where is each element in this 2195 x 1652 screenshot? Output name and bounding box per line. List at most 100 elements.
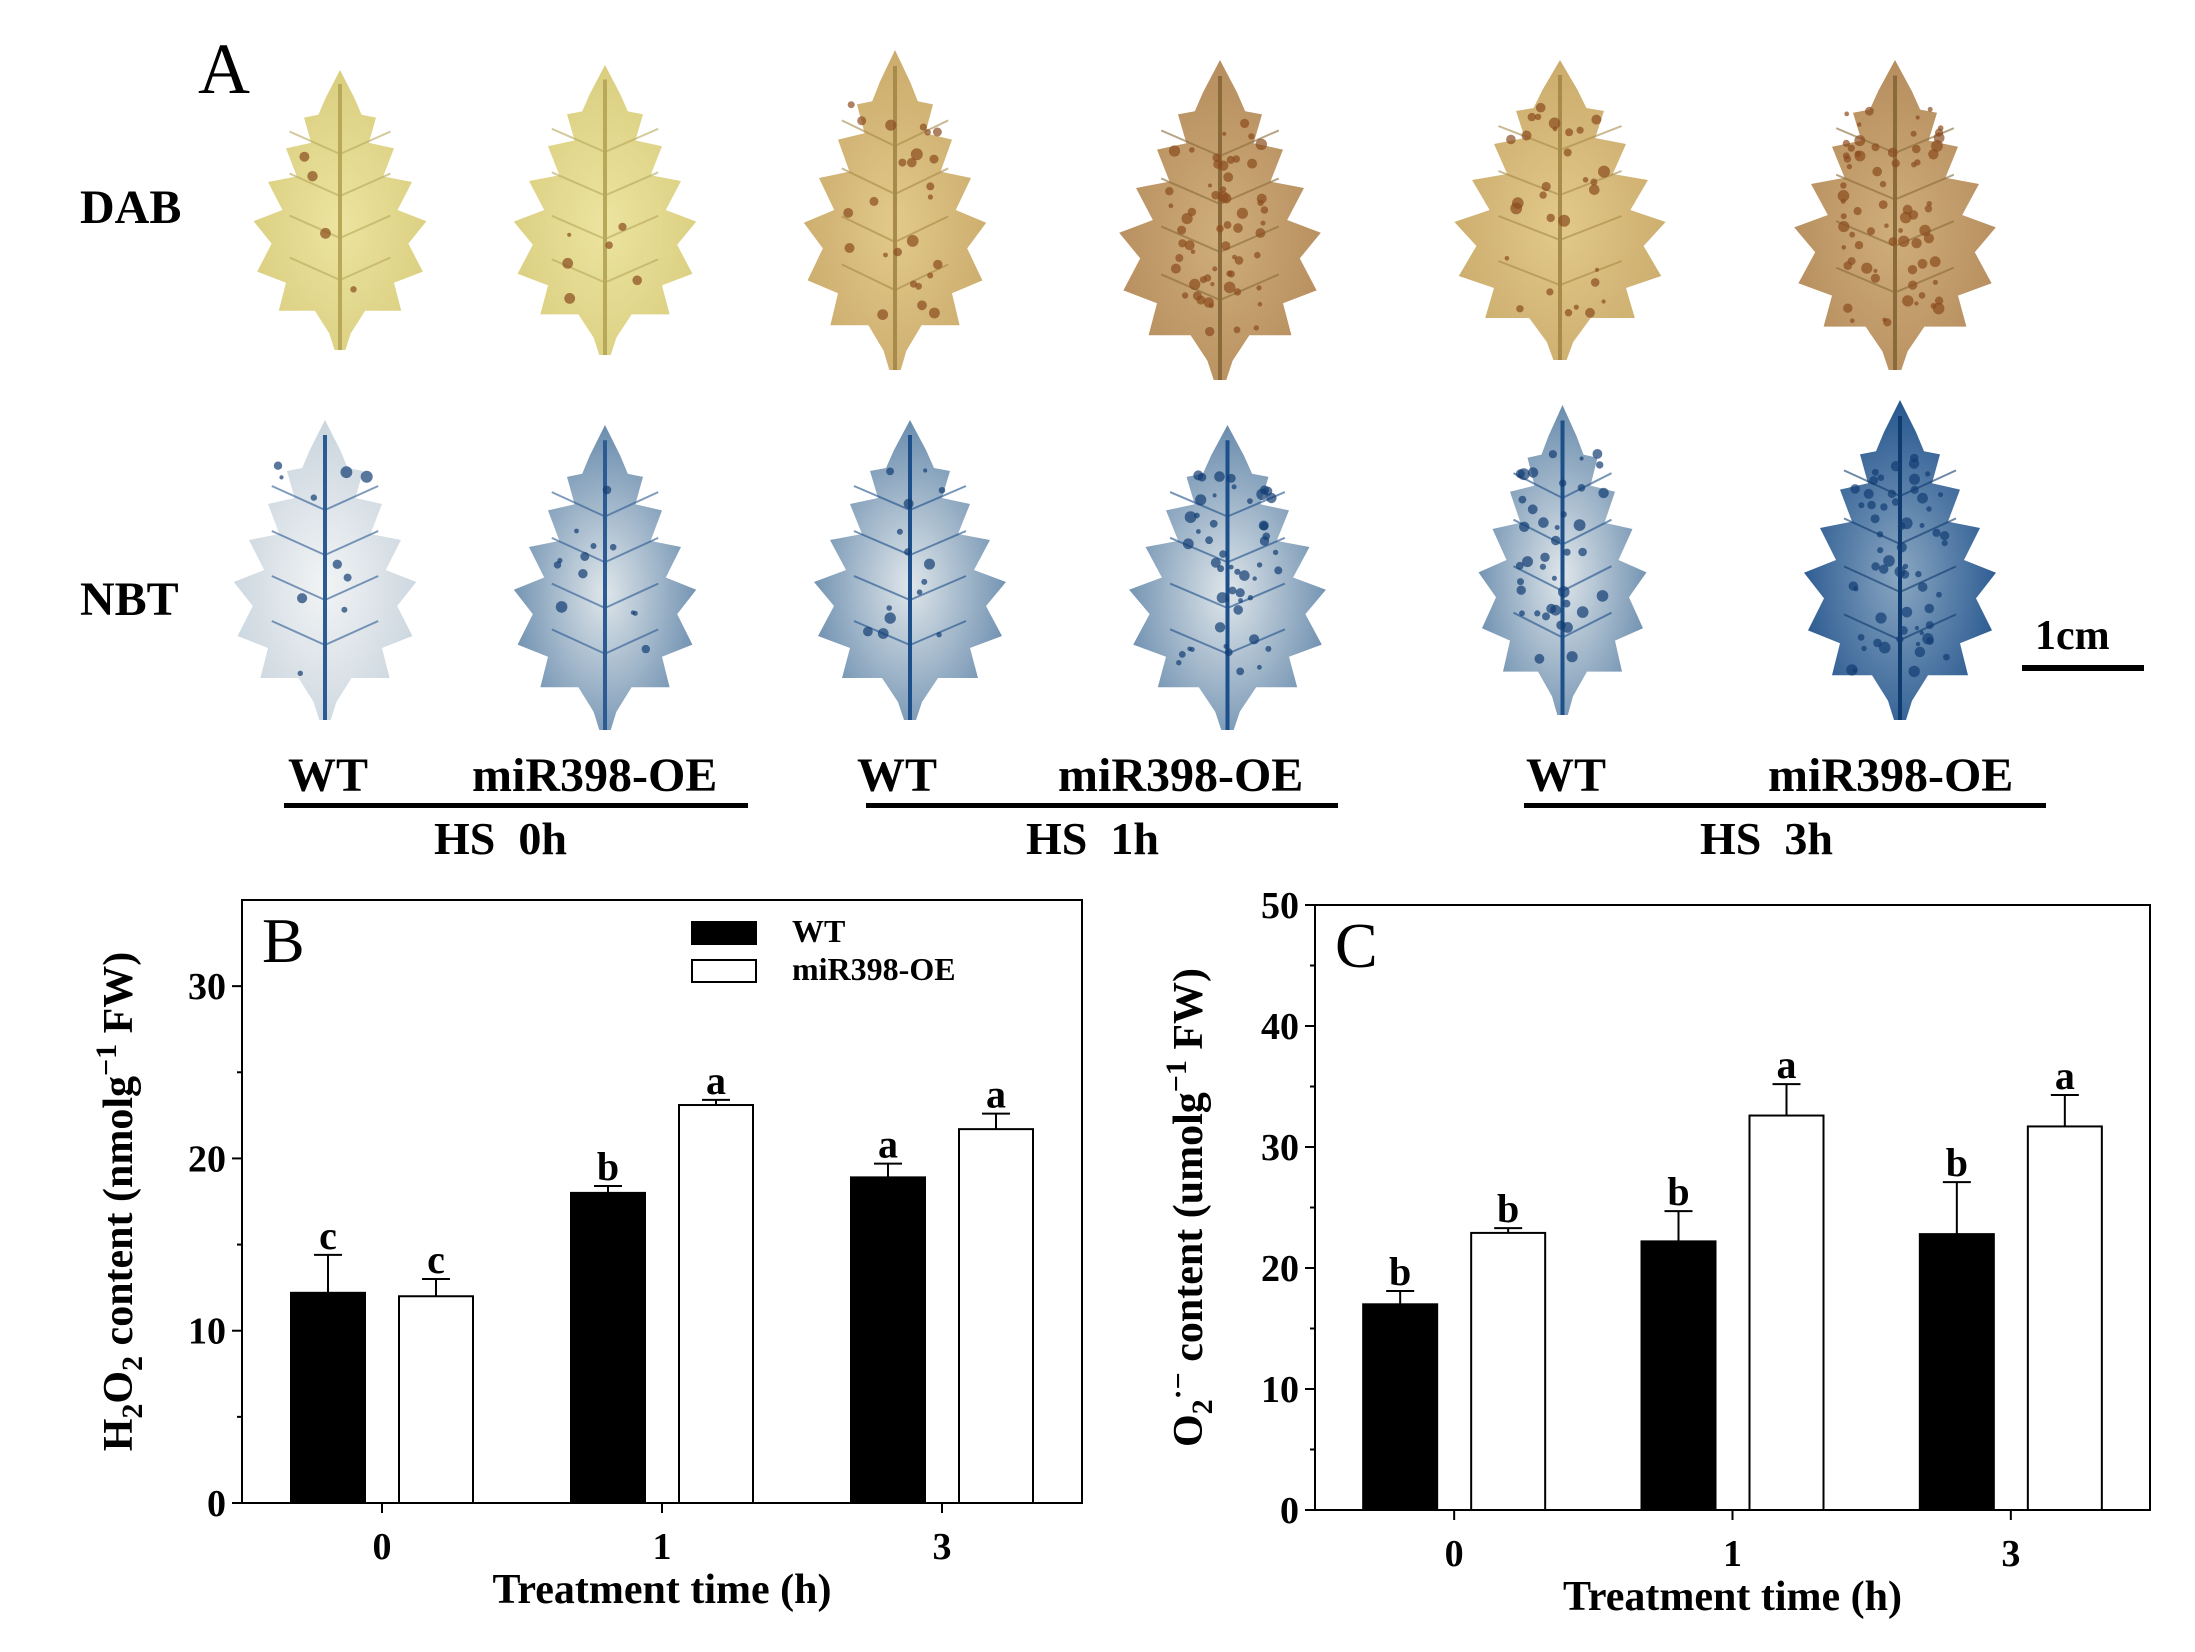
stain-spot bbox=[1257, 301, 1263, 307]
stain-spot bbox=[1176, 660, 1182, 666]
y-tick-label: 50 bbox=[1261, 885, 1299, 927]
stain-spot bbox=[1534, 653, 1545, 664]
stain-spot bbox=[1910, 453, 1919, 463]
leaf-vein bbox=[324, 530, 379, 556]
leaf-vein bbox=[1835, 173, 1896, 201]
stain-spot bbox=[340, 466, 353, 479]
leaf-nbt-oe-0h bbox=[513, 425, 697, 730]
plot-frame bbox=[1314, 904, 2151, 1511]
stain-spot bbox=[562, 257, 574, 269]
col-label-oe-3h: miR398-OE bbox=[1768, 749, 2014, 802]
leaf-vein bbox=[841, 263, 896, 291]
stain-spot bbox=[1838, 221, 1850, 233]
stain-spot bbox=[1854, 135, 1866, 147]
stain-spot bbox=[1582, 177, 1589, 183]
leaf-vein bbox=[894, 215, 949, 243]
stain-spot bbox=[916, 589, 923, 595]
panel-label: C bbox=[1335, 910, 1378, 981]
leaf-vein bbox=[1227, 582, 1286, 609]
stain-spot bbox=[1871, 143, 1880, 152]
stain-spot bbox=[1598, 487, 1609, 499]
stain-spot bbox=[1181, 213, 1193, 225]
stain-spot bbox=[1233, 605, 1243, 615]
stain-spot bbox=[297, 593, 308, 604]
stain-spot bbox=[1255, 228, 1266, 238]
stain-spot bbox=[1551, 535, 1561, 546]
stain-spot bbox=[1894, 566, 1906, 578]
stain-spot bbox=[1898, 235, 1910, 247]
stain-spot bbox=[1908, 665, 1920, 678]
stain-spot bbox=[1877, 547, 1884, 554]
stain-spot bbox=[1888, 237, 1898, 247]
y-axis-label-part: FW) bbox=[1166, 968, 1212, 1060]
stain-spot bbox=[1591, 114, 1602, 125]
bar-wt-0 bbox=[1362, 1303, 1439, 1511]
leaf-vein bbox=[1835, 127, 1896, 154]
leaf-vein bbox=[551, 536, 606, 564]
stain-spot bbox=[898, 158, 907, 167]
stain-spot bbox=[1527, 112, 1537, 122]
stain-spot bbox=[1189, 278, 1201, 290]
leaf-vein bbox=[1219, 273, 1280, 301]
leaf-vein bbox=[1559, 260, 1622, 286]
stain-spot bbox=[915, 282, 922, 290]
stain-spot bbox=[574, 528, 579, 534]
leaf-vein bbox=[853, 575, 911, 601]
stain-spot bbox=[1926, 506, 1932, 512]
stain-spot bbox=[1878, 641, 1891, 654]
x-tick-label: 0 bbox=[1445, 1533, 1464, 1575]
leaf-vein bbox=[1219, 129, 1280, 157]
stain-spot bbox=[1909, 473, 1920, 485]
stain-spot bbox=[1225, 597, 1230, 602]
leaf-vein bbox=[1843, 517, 1901, 545]
stain-spot bbox=[310, 494, 317, 501]
chart-c: 0 10 20 30 40 50 0 b b 1 b a 3 b a C Treatment time (h) O… bbox=[1160, 885, 2151, 1620]
stain-spot bbox=[1565, 128, 1574, 137]
stain-spot bbox=[1867, 227, 1875, 236]
stain-spot bbox=[1940, 531, 1950, 541]
stain-spot bbox=[1590, 278, 1600, 287]
stain-spot bbox=[1214, 622, 1226, 633]
significance-letter: a bbox=[2055, 1053, 2075, 1098]
leaf-vein bbox=[551, 171, 606, 197]
stain-spot bbox=[933, 259, 943, 270]
stain-spot bbox=[1190, 249, 1196, 254]
stain-spot bbox=[1247, 498, 1253, 504]
leaf-vein bbox=[1559, 125, 1622, 151]
significance-letter: b bbox=[1946, 1140, 1968, 1185]
condition-3h: HS 3h bbox=[1700, 813, 1833, 864]
stain-spot bbox=[1235, 588, 1245, 598]
col-label-wt-1h: WT bbox=[857, 749, 938, 802]
leaf-vein bbox=[289, 256, 341, 281]
y-tick-label: 0 bbox=[1280, 1490, 1299, 1532]
stain-spot bbox=[1260, 220, 1266, 226]
x-tick-label: 3 bbox=[2001, 1533, 2020, 1575]
stain-spot bbox=[1562, 622, 1573, 633]
stain-spot bbox=[605, 241, 613, 249]
leaf-vein bbox=[604, 127, 659, 153]
leaf-vein bbox=[324, 620, 379, 646]
stain-spot bbox=[1170, 263, 1181, 274]
stain-spot bbox=[1563, 148, 1572, 157]
stain-spot bbox=[1181, 292, 1189, 299]
stain-spot bbox=[1512, 197, 1524, 209]
stain-spot bbox=[906, 235, 919, 247]
stain-spot bbox=[869, 196, 879, 206]
stain-spot bbox=[1854, 241, 1864, 250]
leaf-vein bbox=[1843, 565, 1901, 593]
leaf-vein bbox=[551, 258, 606, 284]
y-axis-label-part: −1 bbox=[90, 1044, 123, 1076]
stain-spot bbox=[1558, 214, 1571, 227]
y-tick-label: 40 bbox=[1261, 1006, 1299, 1048]
stain-spot bbox=[903, 498, 914, 509]
stain-spot bbox=[1936, 591, 1942, 598]
stain-spot bbox=[924, 129, 931, 136]
stain-spot bbox=[1844, 111, 1850, 117]
x-tick-label: 1 bbox=[653, 1526, 672, 1568]
stain-spot bbox=[1837, 190, 1850, 202]
stain-spot bbox=[1516, 585, 1526, 595]
stain-spot bbox=[1506, 134, 1516, 145]
y-axis-label-part: 2 bbox=[116, 1404, 149, 1419]
stain-spot bbox=[884, 612, 896, 624]
y-axis-label-part: 2 bbox=[116, 1356, 149, 1371]
